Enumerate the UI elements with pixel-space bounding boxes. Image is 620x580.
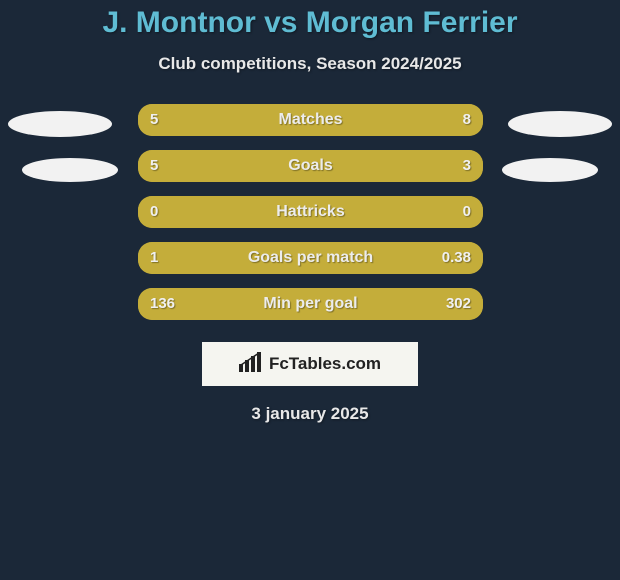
player-left-shape xyxy=(22,158,118,182)
bar-right xyxy=(269,104,483,136)
page-title: J. Montnor vs Morgan Ferrier xyxy=(0,6,620,40)
subtitle: Club competitions, Season 2024/2025 xyxy=(0,54,620,74)
date-label: 3 january 2025 xyxy=(0,404,620,424)
comparison-card: J. Montnor vs Morgan Ferrier Club compet… xyxy=(0,0,620,580)
bar-left xyxy=(138,242,386,274)
bar-track xyxy=(138,288,483,320)
bar-left xyxy=(138,150,352,182)
stat-rows: 58Matches53Goals00Hattricks10.38Goals pe… xyxy=(0,104,620,334)
player-right-shape xyxy=(502,158,598,182)
bars-icon xyxy=(239,352,263,377)
bar-left xyxy=(138,104,269,136)
bar-left xyxy=(138,288,245,320)
bar-right xyxy=(386,242,483,274)
bar-track xyxy=(138,242,483,274)
bar-track xyxy=(138,150,483,182)
bar-track xyxy=(138,104,483,136)
logo-text: FcTables.com xyxy=(269,354,381,374)
logo-badge: FcTables.com xyxy=(202,342,418,386)
bar-right xyxy=(311,196,484,228)
bar-left xyxy=(138,196,311,228)
stat-row: 00Hattricks xyxy=(0,196,620,242)
stat-row: 58Matches xyxy=(0,104,620,150)
stat-row: 136302Min per goal xyxy=(0,288,620,334)
stat-row: 10.38Goals per match xyxy=(0,242,620,288)
bar-track xyxy=(138,196,483,228)
bar-right xyxy=(245,288,483,320)
player-right-shape xyxy=(508,111,612,137)
player-left-shape xyxy=(8,111,112,137)
bar-right xyxy=(352,150,483,182)
stat-row: 53Goals xyxy=(0,150,620,196)
